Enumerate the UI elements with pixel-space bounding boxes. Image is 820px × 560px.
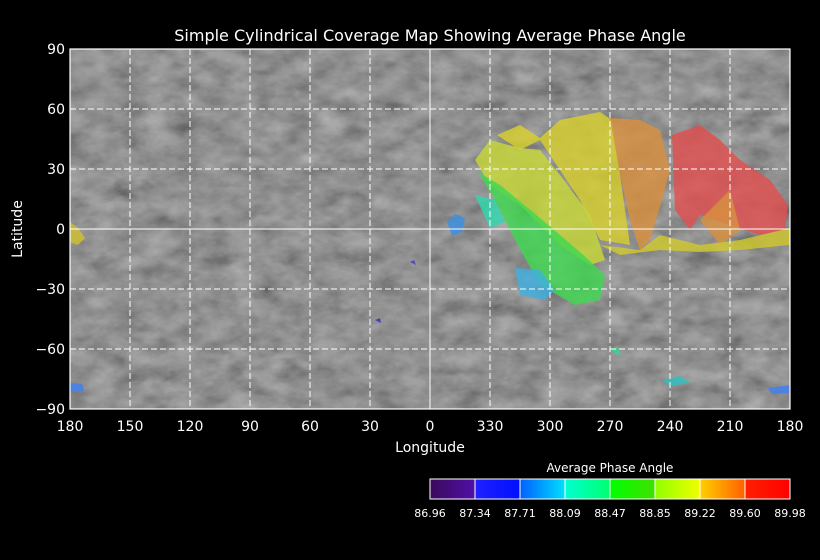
colorbar-tick-label: 88.09 (549, 507, 581, 520)
y-tick-label: 60 (47, 102, 65, 118)
coverage-patch (600, 228, 790, 255)
x-tick-label: 300 (537, 419, 564, 435)
x-tick-label: 30 (361, 419, 379, 435)
colorbar-segment (744, 478, 791, 500)
colorbar-tick-label: 87.34 (459, 507, 491, 520)
x-axis-label: Longitude (395, 440, 465, 456)
x-tick-label: 330 (477, 419, 504, 435)
x-tick-label: 240 (657, 419, 684, 435)
coverage-patch (375, 318, 381, 323)
colorbar-title: Average Phase Angle (547, 461, 674, 475)
x-tick-label: 90 (241, 419, 259, 435)
coverage-patch (447, 214, 465, 236)
colorbar-segment (429, 478, 476, 500)
y-tick-label: 90 (47, 42, 65, 58)
x-tick-label: 150 (117, 419, 144, 435)
y-tick-label: −90 (35, 402, 65, 418)
coverage-patch (70, 383, 84, 392)
coverage-patch (478, 172, 605, 305)
coverage-patch (410, 260, 416, 265)
x-tick-label: 120 (177, 419, 204, 435)
coverage-patch (610, 346, 620, 356)
y-tick-label: 30 (47, 162, 65, 178)
x-tick-label: 210 (717, 419, 744, 435)
colorbar-tick-label: 89.60 (729, 507, 761, 520)
coverage-patch (610, 118, 670, 250)
y-axis-label: Latitude (10, 200, 26, 258)
colorbar-tick-label: 86.96 (414, 507, 446, 520)
coverage-patch (515, 268, 555, 300)
x-tick-label: 270 (597, 419, 624, 435)
coverage-patch (70, 222, 85, 245)
plot-frame (69, 48, 791, 410)
coverage-patch (497, 112, 630, 245)
x-tick-label: 180 (777, 419, 804, 435)
colorbar-tick-label: 88.47 (594, 507, 626, 520)
colorbar-tick-label: 89.22 (684, 507, 716, 520)
colorbar-segment (474, 478, 521, 500)
grid-lines (70, 49, 790, 409)
y-tick-label: 0 (56, 222, 65, 238)
colorbar: 86.96 87.34 87.71 88.09 88.47 88.85 89.22 89.60… (414, 478, 806, 520)
map-title: Simple Cylindrical Coverage Map Showing … (174, 26, 685, 45)
coverage-patch (768, 385, 790, 394)
y-tick-label: −60 (35, 342, 65, 358)
x-tick-labels: 180 150 120 90 60 30 0 330 300 270 240 210 180 (57, 419, 804, 435)
coverage-patch (475, 140, 605, 265)
colorbar-tick-label: 87.71 (504, 507, 536, 520)
x-tick-label: 0 (426, 419, 435, 435)
colorbar-segment (654, 478, 701, 500)
y-tick-labels: 90 60 30 0 −30 −60 −90 (35, 42, 65, 418)
colorbar-segment (519, 478, 566, 500)
colorbar-segment (564, 478, 611, 500)
x-tick-label: 180 (57, 419, 84, 435)
coverage-patch (662, 376, 690, 386)
colorbar-tick-label: 89.98 (774, 507, 806, 520)
y-tick-label: −30 (35, 282, 65, 298)
colorbar-tick-label: 88.85 (639, 507, 671, 520)
x-tick-label: 60 (301, 419, 319, 435)
colorbar-segment (699, 478, 746, 500)
colorbar-segment (609, 478, 656, 500)
